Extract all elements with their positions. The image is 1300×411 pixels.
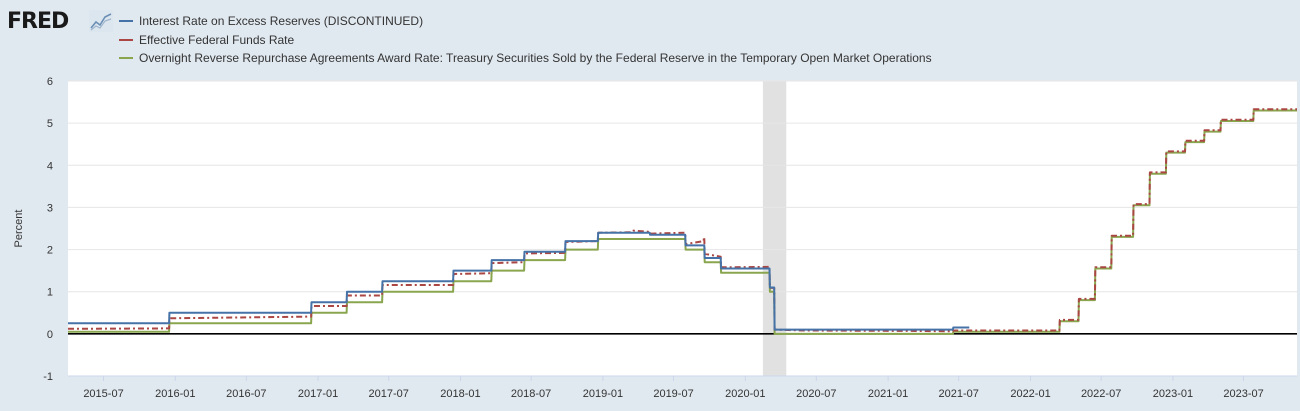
recession-shading — [762, 81, 787, 376]
legend-swatch — [119, 20, 133, 23]
y-axis-title: Percent — [13, 210, 25, 248]
legend-label: Overnight Reverse Repurchase Agreements … — [139, 51, 932, 66]
y-tick-label: 6 — [47, 76, 53, 88]
plot-area — [68, 81, 1297, 376]
legend-item[interactable]: Overnight Reverse Repurchase Agreements … — [119, 49, 932, 68]
x-tick-label: 2016-07 — [226, 388, 266, 400]
y-tick-label: -1 — [43, 371, 53, 383]
x-tick-label: 2015-07 — [83, 388, 123, 400]
legend-item[interactable]: Interest Rate on Excess Reserves (DISCON… — [119, 12, 932, 31]
x-tick-label: 2021-01 — [868, 388, 908, 400]
y-tick-label: 2 — [47, 245, 53, 257]
x-tick-label: 2022-01 — [1010, 388, 1050, 400]
x-tick-label: 2019-07 — [653, 388, 693, 400]
x-tick-label: 2019-01 — [583, 388, 623, 400]
series-line-0 — [68, 231, 970, 331]
x-tick-label: 2018-01 — [440, 388, 480, 400]
legend-item[interactable]: Effective Federal Funds Rate — [119, 31, 932, 50]
y-tick-label: 0 — [47, 329, 53, 341]
legend-swatch — [119, 57, 133, 60]
legend-label: Interest Rate on Excess Reserves (DISCON… — [139, 14, 424, 29]
x-tick-label: 2016-01 — [155, 388, 195, 400]
x-tick-label: 2017-07 — [369, 388, 409, 400]
chart-line-icon — [89, 10, 113, 32]
legend-label: Effective Federal Funds Rate — [139, 32, 295, 47]
fred-logo: FRED — [7, 9, 69, 34]
series-line-2 — [68, 109, 1297, 335]
series-line-1 — [67, 108, 1297, 333]
x-tick-label: 2022-07 — [1081, 388, 1121, 400]
x-tick-label: 2020-01 — [725, 388, 765, 400]
y-tick-label: 1 — [47, 287, 53, 299]
y-tick-label: 3 — [47, 202, 53, 214]
x-tick-label: 2023-01 — [1153, 388, 1193, 400]
x-tick-label: 2017-01 — [298, 388, 338, 400]
y-tick-label: 5 — [47, 118, 53, 130]
x-tick-label: 2020-07 — [796, 388, 836, 400]
y-tick-label: 4 — [47, 160, 53, 172]
x-tick-label: 2018-07 — [511, 388, 551, 400]
chart-legend: Interest Rate on Excess Reserves (DISCON… — [119, 12, 932, 68]
x-tick-label: 2023-07 — [1223, 388, 1263, 400]
legend-swatch — [119, 38, 133, 41]
x-tick-label: 2021-07 — [939, 388, 979, 400]
